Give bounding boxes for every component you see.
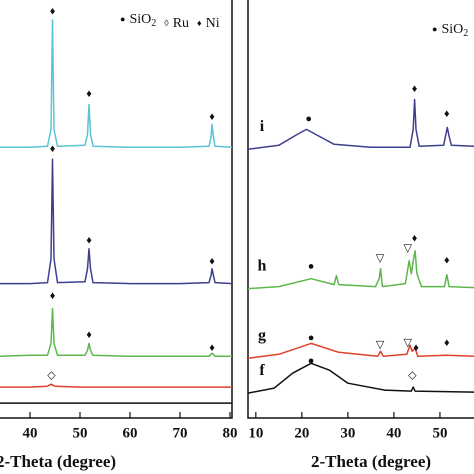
peak-marker: ▽ [376,252,385,264]
xrd-curve [0,307,232,358]
peak-marker: ♦ [209,255,215,267]
peak-marker: ◇ [47,370,56,382]
legend: ● SiO2 ◊ Ru ♦ Ni [120,12,220,31]
xrd-curve [247,250,474,290]
legend-sub: 2 [463,28,468,39]
curve-label: h [258,257,267,274]
legend-label: SiO [129,12,151,27]
x-tick-label: 50 [432,425,447,441]
curve-label: f [259,362,265,379]
peak-marker: ● [308,355,315,367]
x-tick-label: 30 [340,425,355,441]
peak-marker: ♦ [444,254,450,266]
legend-symbol: ● [432,24,437,34]
curve-label: i [260,118,265,135]
peak-marker: ♦ [86,88,92,100]
peak-marker: ▽ [403,242,412,254]
plot-frame [247,0,474,419]
xrd-curve [0,158,233,285]
x-tick-label: 20 [294,425,309,441]
peak-marker: ♦ [209,111,215,123]
peak-marker: ♦ [50,5,56,17]
xrd-curve [247,98,474,151]
legend-sub: 2 [151,18,156,29]
peak-marker: ♦ [412,83,418,95]
peak-marker: ♦ [412,232,418,244]
plot-frame [0,0,233,419]
peak-marker: ▽ [403,337,412,349]
x-tick-label: 10 [248,425,263,441]
x-tick-label: 40 [386,425,401,441]
peak-marker: ● [308,332,315,344]
legend-label: Ni [206,16,220,31]
legend-symbol: ● [120,14,125,24]
peak-marker: ♦ [50,143,56,155]
peak-marker: ▽ [376,339,385,351]
peak-marker: ♦ [444,108,450,120]
peak-marker: ◇ [408,370,417,382]
x-tick-label: 70 [173,425,188,441]
peak-marker: ♦ [86,234,92,246]
x-tick-label: 50 [73,425,88,441]
panel: 10 20 30 40 502-Theta (degree)ihgf●♦♦●▽▽♦♦●▽… [247,0,474,471]
peak-marker: ♦ [444,337,450,349]
x-tick-label: 60 [123,425,138,441]
legend: ● SiO2 [432,22,468,39]
xrd-curve [247,362,474,394]
peak-marker: ♦ [413,342,419,354]
x-axis-label: 2-Theta (degree) [0,452,116,471]
xrd-curve [0,383,232,388]
legend-label: Ru [173,16,189,31]
x-tick-label: 40 [23,425,38,441]
xrd-curve [247,342,474,360]
x-tick-label: 80 [223,425,238,441]
curve-label: g [258,327,266,344]
peak-marker: ♦ [50,290,56,302]
peak-marker: ♦ [209,342,215,354]
legend-symbol: ♦ [197,18,202,28]
peak-marker: ● [308,260,315,272]
legend-symbol: ◊ [164,18,169,28]
peak-marker: ● [305,113,312,125]
xrd-curve [0,19,233,149]
x-axis-label: 2-Theta (degree) [311,452,431,471]
peak-marker: ♦ [86,329,92,341]
panel: 40 50 60 70 80 2-Theta (degree) ♦ ♦ ♦ ♦ ♦ ♦ ♦ ♦ ♦ ◇ ● SiO… [0,0,238,471]
legend-label: SiO [441,22,463,37]
